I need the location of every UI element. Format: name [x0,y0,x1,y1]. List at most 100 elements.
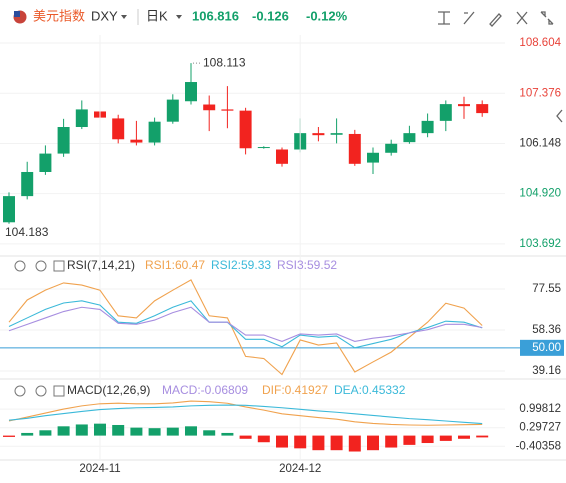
min-label: 104.183 [5,225,49,239]
settings-icon[interactable] [35,385,47,397]
settings-icon[interactable] [35,260,47,272]
candle-body [3,196,15,223]
candle-body [130,139,143,143]
histogram-bar [94,423,106,436]
candle-body [276,149,288,164]
histogram-bar [257,435,270,443]
histogram-bar [294,435,307,449]
histogram-bar [166,427,179,436]
histogram-bar [312,435,325,451]
candle-body [312,133,325,136]
histogram-bar [221,432,234,436]
indicator-title: RSI(7,14,21) [67,258,135,272]
y-tick-label: 58.36 [532,324,561,336]
candle-body [166,99,179,122]
histogram-bar [203,430,216,436]
histogram-bar [185,426,197,436]
histogram-bar [112,424,125,436]
eye-icon[interactable] [14,260,26,272]
legend-entry: RSI2:59.33 [211,258,271,272]
histogram-bar [403,435,416,445]
candle-body [75,109,88,128]
candle-body [367,152,379,163]
x-tick-label: 2024-12 [279,463,321,475]
candle-body [39,153,52,172]
candle-body [458,104,470,107]
candle-body [112,118,125,140]
candle-body [239,110,252,149]
histogram-bar [148,428,161,436]
x-tick-label: 2024-11 [79,463,120,475]
macd-line [8,404,483,425]
rsi-line [8,306,483,343]
histogram-bar [21,432,34,436]
rsi-line [8,300,483,349]
histogram-bar [421,435,434,444]
y-tick-label: 77.55 [532,283,561,295]
price: 106.816 [192,8,239,23]
y-tick-label: 104.920 [519,188,561,200]
candle-body [348,133,361,164]
legend-entry: RSI3:59.52 [277,258,337,272]
candle-body [330,133,343,135]
histogram-bar [330,435,343,451]
candle-body [221,109,234,111]
histogram-bar [39,430,52,436]
dropdown-icon[interactable] [176,15,182,19]
candle-body [148,121,161,143]
candle-body [439,104,452,121]
period[interactable]: 日K [146,8,168,23]
tool-icon[interactable] [438,11,450,25]
y-tick-label: 0.29727 [519,422,561,434]
legend-entry: RSI1:60.47 [145,258,205,272]
candle-body [21,171,34,197]
legend-entry: MACD:-0.06809 [162,383,248,397]
dropdown-icon[interactable] [121,15,127,19]
toolbar [438,11,554,27]
histogram-bar [439,435,452,441]
symbol[interactable]: DXY [91,8,118,23]
candle-body [185,82,197,102]
y-tick-label: 107.376 [519,87,561,99]
y-tick-label: 108.604 [519,37,561,49]
histogram-bar [130,427,143,436]
y-tick-label: -0.40358 [516,440,561,452]
candle-body [403,133,416,143]
change-pct: -0.12% [306,8,348,23]
tool-icon[interactable] [540,11,554,25]
indicator-icon[interactable] [53,385,65,397]
instrument-name: 美元指数 [33,8,85,23]
tick-label-box [520,339,564,356]
indicator-icon[interactable] [53,260,65,272]
histogram-bar [75,424,88,436]
eye-icon[interactable] [14,385,26,397]
indicator-title: MACD(12,26,9) [67,383,150,397]
y-tick-label: 50.00 [532,342,561,354]
histogram-bar [458,435,470,439]
y-tick-label: 39.16 [532,365,561,377]
histogram-bar [276,435,288,448]
flag-canton [14,11,20,17]
histogram-bar [3,435,15,437]
legend-entry: DEA:0.45332 [334,383,406,397]
rsi-line [8,279,483,376]
y-tick-label: 0.99812 [519,403,561,415]
histogram-bar [57,426,70,436]
histogram-bar [239,435,252,439]
collapse-icon[interactable] [556,109,563,123]
tool-icon[interactable] [489,13,502,27]
tool-icon[interactable] [463,11,475,25]
max-label: 108.113 [203,55,246,69]
histogram-bar [367,435,379,451]
tool-icon[interactable] [516,11,528,25]
candle-body [257,147,270,149]
y-tick-label: 103.692 [519,238,561,250]
histogram-bar [385,435,398,448]
histogram-bar [476,435,489,438]
change: -0.126 [252,8,289,23]
candle-body [203,104,216,111]
legend-entry: DIF:0.41927 [262,383,328,397]
y-tick-label: 106.148 [519,137,561,149]
candle-body [476,104,489,114]
